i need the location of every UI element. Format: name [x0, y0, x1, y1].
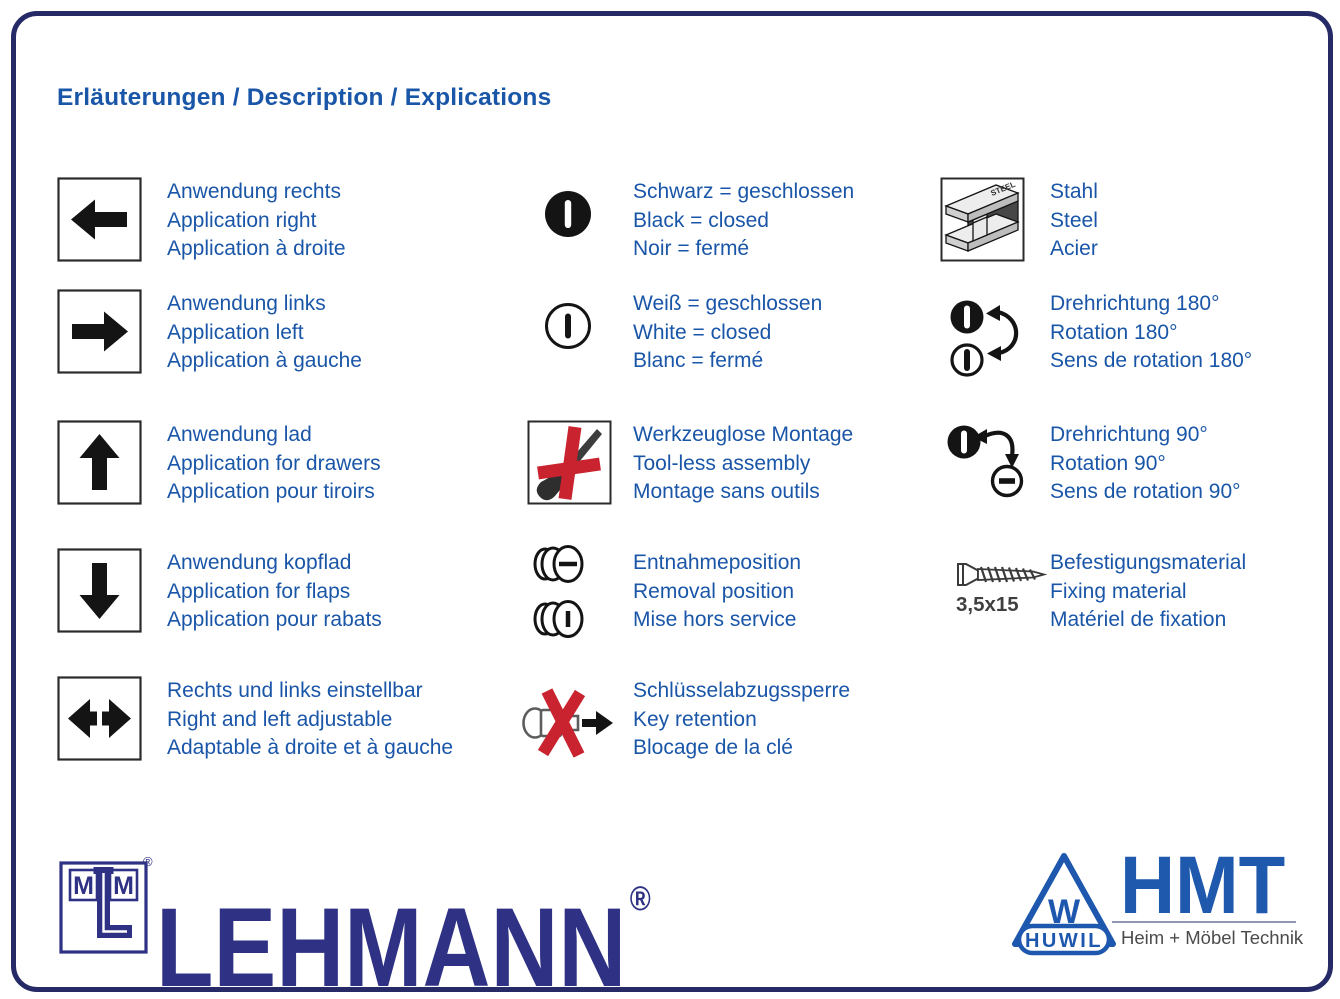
legend-line: Stahl	[1050, 180, 1098, 203]
legend-line: Anwendung rechts	[167, 180, 341, 203]
legend-line: Anwendung kopflad	[167, 551, 352, 574]
legend-line: Schwarz = geschlossen	[633, 180, 855, 203]
legend-line: Rechts und links einstellbar	[167, 679, 423, 702]
legend-item-application-left: Anwendung links Application left Applica…	[57, 289, 362, 379]
legend-item-application-flaps: Anwendung kopflad Application for flaps …	[57, 548, 382, 638]
arrow-right-icon	[57, 289, 167, 379]
arrow-left-right-icon	[57, 676, 167, 766]
legend-item-white-closed: Weiß = geschlossen White = closed Blanc …	[527, 289, 822, 376]
registered-mark: ®	[143, 854, 153, 869]
legend-line: Adaptable à droite et à gauche	[167, 736, 454, 760]
legend-item-rotation-180: Drehrichtung 180° Rotation 180° Sens de …	[940, 289, 1252, 387]
legend-line: White = closed	[633, 320, 772, 344]
hmt-divider-line	[1112, 921, 1296, 923]
legend-line: Weiß = geschlossen	[633, 292, 823, 315]
key-retention-icon	[522, 676, 633, 767]
legend-line: Drehrichtung 180°	[1050, 292, 1220, 315]
legend-line: Steel	[1050, 208, 1098, 232]
black-circle-closed-icon	[527, 177, 633, 243]
lehmann-monogram-logo: ® M M	[57, 853, 154, 961]
rotation-90-icon	[940, 420, 1050, 506]
legend-line: Rotation 90°	[1050, 451, 1166, 475]
white-circle-closed-icon	[527, 289, 633, 355]
legend-item-removal-position: Entnahmeposition Removal position Mise h…	[527, 545, 802, 640]
steel-beam-icon: STEEL	[940, 177, 1050, 267]
legend-line: Anwendung links	[167, 292, 326, 315]
legend-line: Drehrichtung 90°	[1050, 423, 1208, 446]
legend-line: Schlüsselabzugssperre	[633, 679, 851, 702]
page-title: Erläuterungen / Description / Explicatio…	[57, 84, 552, 111]
arrow-up-icon	[57, 420, 167, 510]
legend-item-application-right: Anwendung rechts Application right Appli…	[57, 177, 346, 267]
legend-item-rotation-90: Drehrichtung 90° Rotation 90° Sens de ro…	[940, 420, 1241, 507]
legend-line: Application right	[167, 208, 317, 232]
legend-line: Application left	[167, 320, 304, 344]
legend-item-tool-less: Werkzeuglose Montage Tool-less assembly …	[527, 420, 853, 510]
arrow-down-icon	[57, 548, 167, 638]
legend-line: Entnahmeposition	[633, 551, 802, 574]
legend-line: Removal position	[633, 579, 795, 603]
legend-line: Application for drawers	[167, 451, 381, 475]
legend-line: Montage sans outils	[633, 480, 820, 504]
lehmann-wordmark: LEHMANN®	[156, 843, 651, 999]
legend-line: Rotation 180°	[1050, 320, 1178, 344]
monogram-letter-m-left: M	[73, 872, 94, 900]
legend-item-steel: STEEL Stahl Steel Acier	[940, 177, 1098, 267]
legend-line: Application for flaps	[167, 579, 351, 603]
screw-size-label: 3,5x15	[956, 593, 1019, 616]
legend-line: Blanc = fermé	[633, 349, 764, 373]
legend-line: Sens de rotation 90°	[1050, 480, 1241, 504]
legend-line: Application à gauche	[167, 349, 362, 373]
legend-line: Matériel de fixation	[1050, 608, 1227, 632]
legend-line: Anwendung lad	[167, 423, 312, 446]
legend-line: Black = closed	[633, 208, 769, 232]
legend-line: Tool-less assembly	[633, 451, 811, 475]
legend-line: Blocage de la clé	[633, 736, 793, 760]
legend-line: Befestigungsmaterial	[1050, 551, 1247, 574]
legend-item-fixing-material: 3,5x15 Befestigungsmaterial Fixing mater…	[940, 548, 1246, 635]
tool-less-assembly-icon	[527, 420, 633, 510]
monogram-letter-m-right: M	[113, 872, 134, 900]
rotation-180-icon	[940, 289, 1050, 387]
legend-line: Key retention	[633, 707, 757, 731]
legend-line: Right and left adjustable	[167, 707, 393, 731]
legend-line: Werkzeuglose Montage	[633, 423, 854, 446]
legend-line: Mise hors service	[633, 608, 797, 632]
huwil-banner-text: HUWIL	[1025, 930, 1103, 952]
legend-item-black-closed: Schwarz = geschlossen Black = closed Noi…	[527, 177, 854, 264]
lehmann-wordmark-text: LEHMANN	[156, 885, 627, 999]
legend-item-adjustable: Rechts und links einstellbar Right and l…	[57, 676, 453, 766]
legend-line: Application pour tiroirs	[167, 480, 375, 504]
legend-line: Application pour rabats	[167, 608, 382, 632]
legend-line: Sens de rotation 180°	[1050, 349, 1253, 373]
hmt-subtitle: Heim + Möbel Technik	[1121, 927, 1304, 948]
hmt-wordmark: HMT	[1120, 840, 1286, 931]
lock-cylinder-horizontal-slot-icon	[533, 545, 584, 583]
legend-line: Noir = fermé	[633, 237, 750, 261]
legend-line: Acier	[1050, 237, 1098, 261]
registered-mark: ®	[629, 880, 651, 918]
legend-line: Application à droite	[167, 237, 346, 261]
legend-line: Fixing material	[1050, 579, 1187, 603]
lock-cylinder-vertical-slot-icon	[533, 600, 584, 638]
lock-cylinder-icons	[527, 543, 633, 640]
arrow-left-icon	[57, 177, 167, 267]
legend-item-key-retention: Schlüsselabzugssperre Key retention Bloc…	[522, 676, 851, 767]
screw-icon: 3,5x15	[940, 548, 1050, 622]
huwil-triangle-logo: W HUWIL	[1012, 851, 1116, 962]
page-border-frame	[11, 11, 1333, 992]
legend-item-application-drawers: Anwendung lad Application for drawers Ap…	[57, 420, 381, 510]
